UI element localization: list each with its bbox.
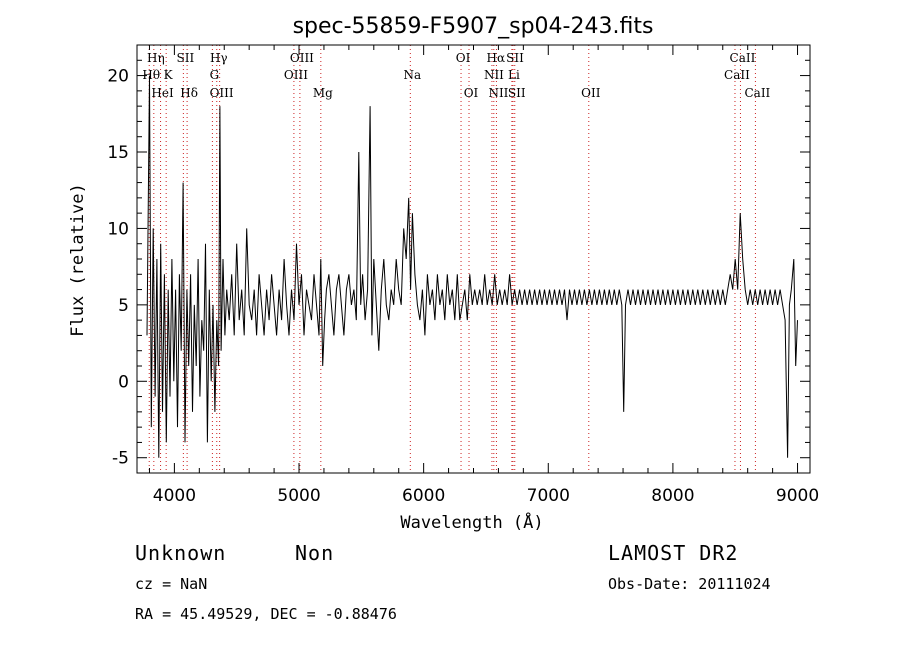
spectral-line-label: SII (508, 86, 526, 100)
spectral-line-label: Li (508, 68, 520, 82)
spectral-line-markers (148, 45, 756, 473)
spectral-line-label: NII (484, 68, 504, 82)
spectral-line-label: Hα (487, 51, 506, 65)
x-tick-label: 9000 (776, 486, 819, 506)
object-subclass: Non (295, 541, 335, 565)
spectral-line-label: OI (464, 86, 479, 100)
x-tick-label: 5000 (277, 486, 320, 506)
spectral-line-label: Hθ (142, 68, 160, 82)
coordinates-readout: RA = 45.49529, DEC = -0.88476 (135, 605, 397, 623)
spectral-line-label: CaII (730, 51, 756, 65)
spectral-line-label: SII (506, 51, 524, 65)
x-tick-label: 8000 (651, 486, 694, 506)
y-tick-label: -5 (112, 449, 129, 469)
spectral-line-label: OIII (284, 68, 308, 82)
spectral-line-label: NII (488, 86, 508, 100)
axis-ticks: 4000 5000 6000 7000 8000 9000 -5 0 5 10 15 20 (107, 44, 819, 506)
y-tick-label: 0 (118, 372, 129, 392)
redshift-readout: cz = NaN (135, 575, 208, 593)
spectral-line-label: G (210, 68, 220, 82)
y-axis-label: Flux (relative) (68, 183, 88, 337)
chart-title: spec-55859-F5907_sp04-243.fits (293, 14, 654, 39)
plot-frame (136, 44, 811, 474)
spectral-line-label: OI (456, 51, 471, 65)
x-tick-label: 6000 (402, 486, 445, 506)
spectral-line-label: Hδ (180, 86, 198, 100)
spectral-line-label: SII (177, 51, 195, 65)
spectral-line-label: Hγ (210, 51, 228, 65)
survey-name: LAMOST DR2 (608, 541, 739, 565)
x-tick-label: 4000 (153, 486, 196, 506)
spectral-line-label: K (164, 68, 174, 82)
x-tick-label: 7000 (527, 486, 570, 506)
y-tick-label: 20 (107, 67, 129, 87)
x-axis-label: Wavelength (Å) (400, 511, 543, 533)
spectral-line-label: CaII (724, 68, 750, 82)
spectral-line-label: Mg (313, 86, 333, 100)
observation-date: Obs-Date: 20111024 (608, 575, 771, 593)
object-class: Unknown (135, 541, 227, 565)
spectral-line-label: Na (403, 68, 421, 82)
spectral-line-label: HeI (151, 86, 174, 100)
spectral-line-label: OIII (210, 86, 234, 100)
y-tick-label: 15 (107, 143, 129, 163)
spectral-line-label: Hη (147, 51, 165, 65)
spectral-line-label: CaII (744, 86, 770, 100)
spectrum-line (146, 75, 798, 458)
spectral-line-label: OIII (290, 51, 314, 65)
y-tick-label: 5 (118, 296, 129, 316)
y-tick-label: 10 (107, 219, 129, 239)
spectral-line-label: OII (581, 86, 601, 100)
